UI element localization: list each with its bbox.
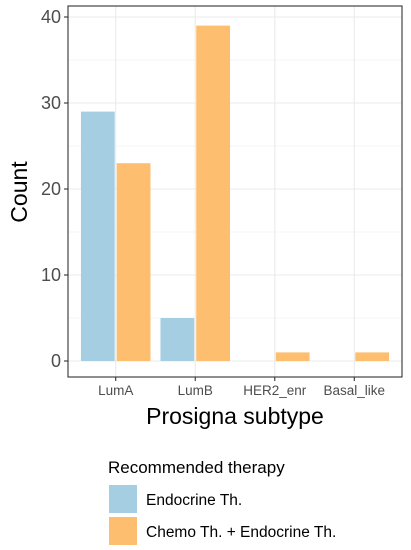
legend: Recommended therapy Endocrine Th. Chemo T… — [108, 458, 336, 545]
bar-LumB-endocrine — [160, 318, 195, 361]
gridlines — [68, 6, 402, 377]
x-tick-label: LumB — [178, 383, 213, 398]
bar-LumA-endocrine — [80, 111, 115, 361]
y-tick-label: 0 — [51, 351, 61, 371]
y-tick-label: 40 — [41, 7, 61, 27]
x-axis-ticks: LumA LumB HER2_enr Basal_like — [98, 377, 385, 398]
x-tick-label: Basal_like — [324, 383, 386, 398]
legend-label: Endocrine Th. — [146, 492, 242, 509]
x-tick-label: LumA — [98, 383, 133, 398]
y-tick-label: 30 — [41, 93, 61, 113]
bars — [80, 25, 390, 361]
y-tick-label: 10 — [41, 265, 61, 285]
plot-panel — [67, 5, 403, 378]
y-axis-ticks: 0 10 20 30 40 — [41, 7, 68, 371]
y-tick-label: 20 — [41, 179, 61, 199]
y-axis-title: Count — [6, 161, 32, 223]
bar-Basal_like-chemo-endocrine — [355, 352, 390, 361]
x-tick-label: HER2_enr — [243, 383, 307, 398]
bar-LumB-chemo-endocrine — [196, 25, 231, 361]
legend-key-chemo-endocrine — [109, 517, 137, 545]
legend-key-endocrine — [109, 485, 137, 513]
legend-label: Chemo Th. + Endocrine Th. — [146, 524, 336, 541]
bar-LumA-chemo-endocrine — [116, 163, 151, 361]
x-axis-title: Prosigna subtype — [146, 403, 324, 429]
legend-title: Recommended therapy — [108, 458, 285, 477]
panel-border — [67, 5, 403, 378]
bar-HER2_enr-chemo-endocrine — [275, 352, 310, 361]
